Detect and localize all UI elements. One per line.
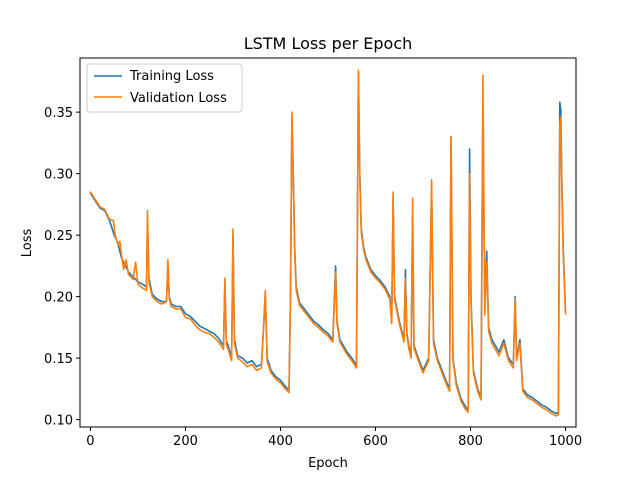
y-tick-label: 0.30 (44, 168, 73, 183)
x-tick-label: 400 (268, 434, 293, 449)
x-tick-label: 0 (86, 434, 94, 449)
y-axis-label: Loss (20, 229, 35, 258)
y-tick-label: 0.35 (44, 106, 73, 121)
y-tick-label: 0.10 (44, 414, 73, 429)
x-tick-label: 1000 (549, 434, 582, 449)
x-axis: 0 200 400 600 800 1000 (86, 427, 582, 449)
x-tick-label: 600 (363, 434, 388, 449)
legend-box (86, 63, 243, 113)
series-layer (89, 69, 567, 417)
plot-frame (79, 57, 577, 428)
legend-label-training-loss: Training Loss (129, 69, 214, 84)
legend-label-validation-loss: Validation Loss (130, 91, 227, 106)
y-tick-label: 0.25 (44, 229, 73, 244)
series-line-validation-loss (89, 69, 567, 417)
y-axis: 0.10 0.15 0.20 0.25 0.30 0.35 (44, 106, 80, 429)
x-tick-label: 800 (458, 434, 483, 449)
legend: Training Loss Validation Loss (86, 63, 243, 113)
y-tick-label: 0.20 (44, 291, 73, 306)
y-tick-label: 0.15 (44, 352, 73, 367)
x-axis-label: Epoch (308, 456, 348, 471)
x-tick-label: 200 (173, 434, 198, 449)
chart-title: LSTM Loss per Epoch (244, 34, 413, 53)
